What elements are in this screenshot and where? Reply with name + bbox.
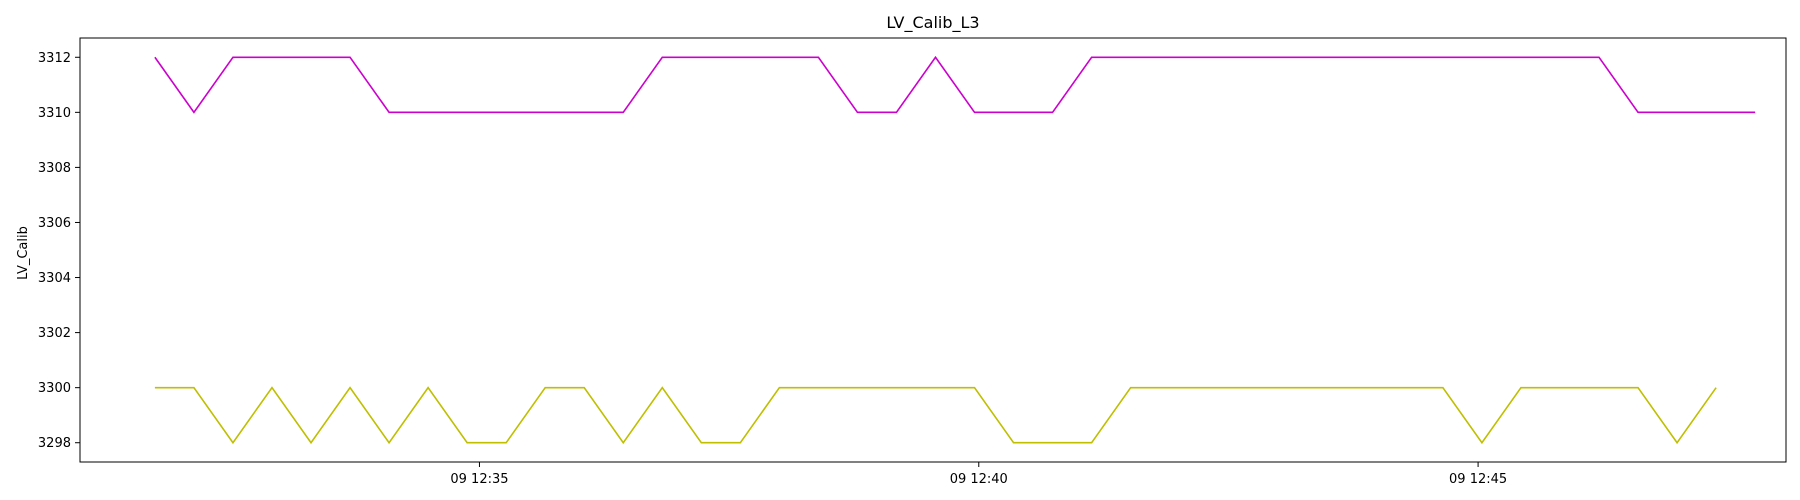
chart-title: LV_Calib_L3 [886, 13, 979, 33]
y-tick-label: 3310 [38, 106, 71, 121]
y-axis: 3298 3300 3302 3304 3306 3308 3310 3312 [38, 51, 80, 451]
series-line-2 [154, 386, 1717, 445]
y-tick-label: 3304 [38, 271, 71, 286]
y-tick-label: 3300 [38, 381, 71, 396]
series-layer [154, 55, 1756, 445]
y-tick-label: 3302 [38, 326, 71, 341]
x-tick-label: 09 12:45 [1449, 472, 1507, 487]
x-tick-label: 09 12:35 [450, 472, 508, 487]
y-tick-label: 3306 [38, 216, 71, 231]
y-tick-label: 3298 [38, 436, 71, 451]
y-axis-label: LV_Calib [16, 226, 31, 280]
y-tick-label: 3312 [38, 51, 71, 66]
series-line-1 [154, 55, 1756, 114]
x-tick-label: 09 12:40 [950, 472, 1008, 487]
y-tick-label: 3308 [38, 161, 71, 176]
plot-area-frame [79, 37, 1787, 463]
x-axis: 09 12:35 09 12:40 09 12:45 [450, 462, 1507, 487]
